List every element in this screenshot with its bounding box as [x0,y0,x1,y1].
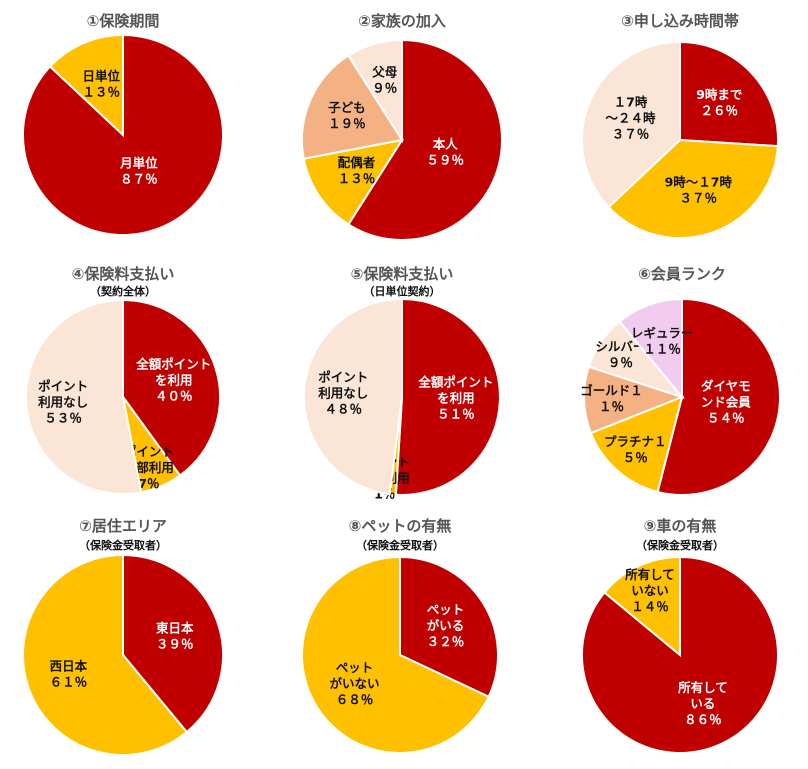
slice-label: 9時～１7時３７％ [665,175,733,206]
slice-label: 全額ポイントを利用４０％ [135,357,211,404]
slice-label: 子ども１９％ [328,100,366,131]
slice-label: ペットがいる３２％ [427,602,465,649]
pie-slice [25,298,143,495]
chart-subtitle: （保険金受取者） [79,538,167,552]
pie-slice [122,553,224,734]
chart-title: ⑤保険料支払い [351,265,454,283]
slice-label: 西日本６１％ [50,659,88,690]
pie-slice [303,297,403,496]
pie-slice [301,555,491,754]
slice-label: プラチナ１５％ [604,434,667,465]
pie-slice [48,33,124,138]
slice-label: シルバー９％ [595,339,645,370]
pie-slice [122,298,221,477]
pie-chart-7: ⑦居住エリア （保険金受取者） 東日本３９％ 西日本６１％ [22,517,224,756]
slice-label: 所有している８６％ [678,680,728,727]
pie-slice [580,40,681,209]
slice-label: 東日本３９％ [156,620,194,651]
pie-slice [679,40,779,148]
slice-label: ゴールド１１％ [580,383,643,414]
pie-slice [618,297,683,400]
pie-slice [656,297,782,496]
slice-label: ポイント利用なし５３％ [38,379,88,426]
chart-title: ⑦居住エリア [79,517,167,535]
slice-label: ダイヤモンド会員５４％ [701,379,752,426]
slice-label: ペットがいない６８％ [329,660,379,707]
pie-slice [301,54,404,160]
pie-chart-9: ⑨車の有無 （保険金受取者） 所有している８６％ 所有していない１４％ [581,517,779,754]
pie-slice [607,138,779,239]
pie-slice [22,553,189,756]
slice-label: 父母９％ [371,65,398,96]
slice-label: １7時～２４時３７％ [605,95,656,142]
slice-label: レギュラー１１％ [631,326,694,357]
chart-subtitle: （契約全体） [90,284,156,298]
pie-slice [347,38,504,241]
chart-title: ①保険期間 [87,12,160,30]
chart-title: ⑨車の有無 [644,517,717,535]
slice-label: 所有していない１４％ [625,567,675,614]
pie-chart-3: ③申し込み時間帯 9時まで２６％ 9時～１7時３７％ １7時～２４時３７％ [580,12,779,239]
chart-title: ⑥会員ランク [638,265,726,283]
pie-chart-8: ⑧ペットの有無 （保険金受取者） ペットがいる３２％ ペットがいない６８％ [301,517,499,754]
pie-slice [302,138,405,226]
chart-subtitle: （日単位契約） [364,284,441,298]
chart-subtitle: （保険金受取者） [636,538,724,552]
slice-label: 9時まで２６％ [696,87,742,118]
pie-chart-4: ④保険料支払い（契約全体）全額ポイントを利用４０％ポイント一部利用 7％ポイント利… [25,265,221,495]
pie-slice [347,38,403,144]
chart-title: ④保険料支払い [72,265,175,283]
pie-slice [394,297,501,496]
chart-title: ②家族の加入 [358,12,446,30]
pie-slice [589,395,684,494]
chart-title: ③申し込み時間帯 [621,12,739,30]
pie-chart-5: ⑤保険料支払い（日単位契約）全額ポイントを利用５１％ポイント一部利用1％ポイント… [303,265,501,502]
chart-subtitle: （保険金受取者） [356,538,444,552]
slice-label: 日単位１３％ [82,69,120,100]
slice-label: 本人５９％ [426,137,464,168]
pie-slice [399,555,499,699]
slice-label: 全額ポイントを利用５１％ [417,375,493,422]
chart-title: ⑧ペットの有無 [349,517,452,535]
slice-label: ポイント利用なし４８％ [318,369,368,416]
pie-slice [603,555,681,658]
pie-slice [583,365,685,435]
slice-label: 月単位８７％ [119,156,158,187]
slice-label: 配偶者１３％ [338,155,376,186]
